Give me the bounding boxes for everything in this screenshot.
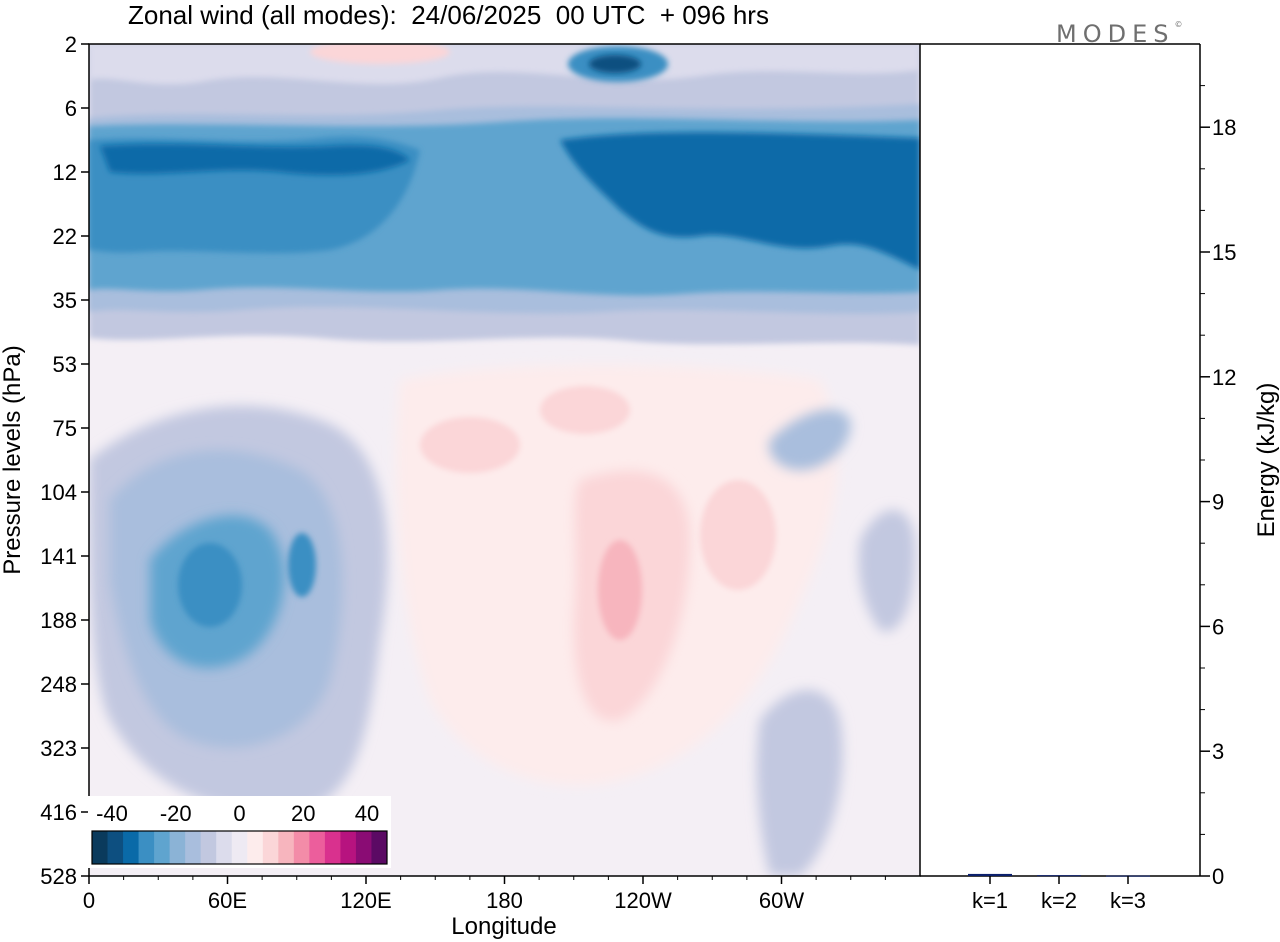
colorbar-swatch	[185, 831, 202, 864]
y-axis-ticks: 2 6 12 22 35 53 75 104 141 188 248 323 416 528	[40, 32, 89, 889]
top-easterly-core-inner	[589, 55, 641, 73]
y-tick-label: 248	[40, 672, 77, 697]
westerly-blob-1	[420, 417, 520, 473]
y-tick-label: 22	[53, 224, 77, 249]
energy-axis-label: Energy (kJ/kg)	[1253, 383, 1280, 538]
y-tick-label: 35	[53, 288, 77, 313]
colorbar-swatch	[216, 831, 233, 864]
x-tick-label: 120W	[614, 888, 672, 913]
colorbar-frame	[91, 830, 388, 865]
energy-tick-label: 15	[1212, 240, 1236, 265]
band-core-mid	[100, 144, 410, 176]
colorbar-swatch	[200, 831, 217, 864]
copyright-mark: ©	[1174, 20, 1183, 29]
energy-tick-label: 12	[1212, 365, 1236, 390]
energy-bar	[968, 873, 1012, 876]
x-tick-label: 60W	[759, 888, 804, 913]
x-axis-ticks: 0 60E 120E 180 120W 60W	[83, 876, 886, 913]
y-tick-label: 6	[65, 96, 77, 121]
energy-bars: k=1 k=2 k=3	[968, 873, 1150, 913]
east-streak-2	[858, 510, 916, 632]
colorbar-swatch	[247, 831, 264, 864]
colorbar-swatch	[92, 831, 109, 864]
energy-tick-label: 9	[1212, 490, 1224, 515]
energy-tick-label: 0	[1212, 864, 1224, 889]
colorbar-label: 0	[233, 801, 245, 826]
contour-field	[89, 44, 920, 876]
y-axis-label: Pressure levels (hPa)	[0, 345, 26, 574]
energy-bar	[1037, 875, 1081, 877]
y-tick-label: 323	[40, 736, 77, 761]
colorbar-label: -20	[160, 801, 192, 826]
colorbar-label: 40	[355, 801, 379, 826]
colorbar-swatch	[278, 831, 295, 864]
y-tick-label: 75	[53, 416, 77, 441]
colorbar-swatch	[293, 831, 310, 864]
x-axis-label: Longitude	[451, 913, 556, 940]
colorbar-swatch	[123, 831, 140, 864]
energy-category-label: k=2	[1041, 888, 1077, 913]
colorbar-swatch	[262, 831, 279, 864]
y-tick-label: 53	[53, 352, 77, 377]
band-weak-top	[89, 44, 920, 85]
colorbar-swatch	[138, 831, 155, 864]
energy-category-label: k=3	[1110, 888, 1146, 913]
top-westerly-blob	[310, 44, 450, 64]
east-streak	[756, 690, 843, 876]
colorbar-swatch	[107, 831, 124, 864]
y-tick-label: 2	[65, 32, 77, 57]
y-tick-label: 188	[40, 608, 77, 633]
colorbar-swatch	[340, 831, 357, 864]
x-tick-label: 60E	[208, 888, 247, 913]
colorbar-swatch	[309, 831, 326, 864]
colorbar-label: -40	[96, 801, 128, 826]
energy-y-axis: 0 3 6 9 12 15 18	[1200, 85, 1236, 889]
chart-title: Zonal wind (all modes): 24/06/2025 00 UT…	[128, 0, 769, 30]
energy-tick-label: 18	[1212, 115, 1236, 140]
colorbar: -40 -20 0 20 40	[88, 796, 391, 868]
colorbar-swatch	[355, 831, 372, 864]
westerly-blob-3	[700, 480, 776, 590]
jet-side-core	[288, 533, 316, 597]
x-tick-label: 180	[486, 888, 523, 913]
y-tick-label: 12	[53, 160, 77, 185]
colorbar-swatch	[371, 831, 388, 864]
colorbar-swatch	[231, 831, 248, 864]
east-upper-streak	[769, 409, 851, 470]
energy-tick-label: 3	[1212, 739, 1224, 764]
y-tick-label: 141	[40, 544, 77, 569]
colorbar-swatch	[154, 831, 171, 864]
x-tick-label: 0	[83, 888, 95, 913]
energy-tick-label: 6	[1212, 614, 1224, 639]
westerly-core	[598, 540, 642, 640]
band-core-east	[560, 132, 920, 270]
westerly-blob-2	[540, 386, 630, 434]
x-tick-label: 120E	[340, 888, 391, 913]
jet-core	[178, 543, 242, 627]
energy-category-label: k=1	[972, 888, 1008, 913]
colorbar-swatch	[324, 831, 341, 864]
colorbar-label: 20	[291, 801, 315, 826]
y-tick-label: 416	[40, 800, 77, 825]
colorbar-swatch	[169, 831, 186, 864]
y-tick-label: 104	[40, 480, 77, 505]
y-tick-label: 528	[40, 864, 77, 889]
